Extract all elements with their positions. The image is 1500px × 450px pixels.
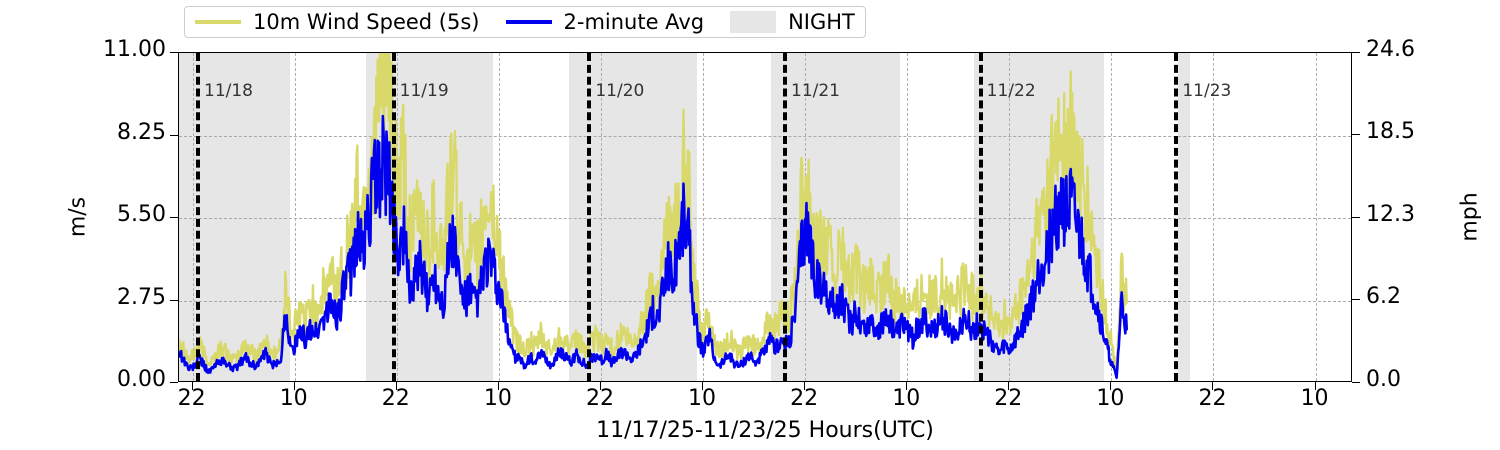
x-tick-label: 10 <box>688 386 717 411</box>
y-tick-label-right: 0.0 <box>1366 367 1401 392</box>
y-tick-mark-right <box>1352 133 1360 135</box>
vertical-gridline <box>907 53 909 381</box>
y-tick-mark-left <box>170 382 178 383</box>
vertical-gridline <box>703 53 705 381</box>
y-tick-label-right: 12.3 <box>1366 202 1415 227</box>
plot-area: 11/18 11/19 11/20 11/21 11/22 11/23 <box>178 52 1352 382</box>
x-tick-label: 22 <box>790 386 819 411</box>
vertical-gridline <box>192 53 194 381</box>
x-tick-mark <box>1110 382 1112 390</box>
vertical-gridline <box>1315 53 1317 381</box>
x-tick-label: 10 <box>1096 386 1125 411</box>
x-tick-label: 22 <box>177 386 206 411</box>
x-tick-label: 10 <box>1300 386 1329 411</box>
x-tick-mark <box>804 382 806 390</box>
x-tick-mark <box>191 382 193 390</box>
day-separator-line <box>978 53 983 381</box>
series-plot <box>179 53 1129 380</box>
y-tick-mark-left <box>170 299 178 301</box>
x-tick-mark <box>1008 382 1010 390</box>
legend-line-swatch <box>505 20 552 24</box>
x-tick-label: 10 <box>892 386 921 411</box>
day-separator-line <box>1174 53 1179 381</box>
x-tick-mark <box>497 382 499 390</box>
night-band <box>366 53 493 381</box>
y-tick-label-left: 0.00 <box>117 367 166 392</box>
x-tick-label: 10 <box>483 386 512 411</box>
x-tick-mark <box>395 382 397 390</box>
legend-line-swatch <box>195 20 241 24</box>
day-label: 11/23 <box>1182 81 1232 101</box>
x-tick-label: 22 <box>994 386 1023 411</box>
legend-patch-swatch <box>730 11 777 33</box>
legend-item-gust[interactable]: 10m Wind Speed (5s) <box>195 9 480 34</box>
y-tick-mark-right <box>1352 52 1360 53</box>
x-tick-label: 22 <box>1198 386 1227 411</box>
chart-legend: 10m Wind Speed (5s) 2-minute Avg NIGHT <box>184 6 866 38</box>
legend-item-night[interactable]: NIGHT <box>730 11 855 33</box>
legend-label: 10m Wind Speed (5s) <box>253 9 480 34</box>
horizontal-gridline <box>179 218 1351 219</box>
y-tick-mark-left <box>170 217 178 218</box>
vertical-gridline <box>600 53 602 381</box>
x-tick-label: 22 <box>381 386 410 411</box>
day-label: 11/20 <box>595 81 645 101</box>
day-label: 11/18 <box>204 81 253 101</box>
vertical-gridline <box>1213 53 1215 381</box>
x-tick-label: 10 <box>279 386 308 411</box>
y-axis-label-left: m/s <box>65 196 91 238</box>
x-axis-label: 11/17/25-11/23/25 Hours(UTC) <box>596 418 934 443</box>
series-line-avg <box>179 114 1129 380</box>
y-tick-label-left: 8.25 <box>117 119 166 145</box>
vertical-gridline <box>1009 53 1011 381</box>
x-tick-mark <box>1314 382 1316 390</box>
x-tick-mark <box>293 382 295 390</box>
y-axis-label-right: mph <box>1457 192 1483 242</box>
y-tick-mark-right <box>1352 217 1360 218</box>
day-separator-line <box>587 53 592 381</box>
day-label: 11/19 <box>399 81 449 101</box>
day-label: 11/21 <box>791 81 840 101</box>
day-label: 11/22 <box>986 81 1036 101</box>
x-tick-mark <box>599 382 601 390</box>
day-separator-line <box>391 53 396 381</box>
legend-item-avg[interactable]: 2-minute Avg <box>505 9 705 34</box>
y-tick-label-right: 24.6 <box>1366 37 1415 62</box>
legend-label: NIGHT <box>788 9 855 34</box>
y-tick-label-right: 18.5 <box>1366 118 1415 144</box>
day-separator-line <box>196 53 200 381</box>
x-tick-mark <box>702 382 704 390</box>
y-tick-label-left: 2.75 <box>117 284 166 310</box>
horizontal-gridline <box>179 135 1351 137</box>
vertical-gridline <box>1111 53 1113 381</box>
night-band <box>1179 53 1190 381</box>
y-tick-mark-left <box>170 52 178 53</box>
x-tick-mark <box>906 382 908 390</box>
legend-label: 2-minute Avg <box>563 9 705 34</box>
y-tick-label-left: 11.00 <box>103 37 166 62</box>
y-tick-mark-left <box>170 134 178 136</box>
y-tick-label-left: 5.50 <box>117 202 166 227</box>
vertical-gridline <box>294 53 296 381</box>
horizontal-gridline <box>179 300 1351 302</box>
day-separator-line <box>783 53 787 381</box>
vertical-gridline <box>498 53 500 381</box>
y-tick-label-right: 6.2 <box>1366 283 1401 309</box>
y-tick-mark-right <box>1352 382 1360 383</box>
x-tick-mark <box>1212 382 1214 390</box>
y-tick-mark-right <box>1352 298 1360 300</box>
x-tick-label: 22 <box>585 386 614 411</box>
